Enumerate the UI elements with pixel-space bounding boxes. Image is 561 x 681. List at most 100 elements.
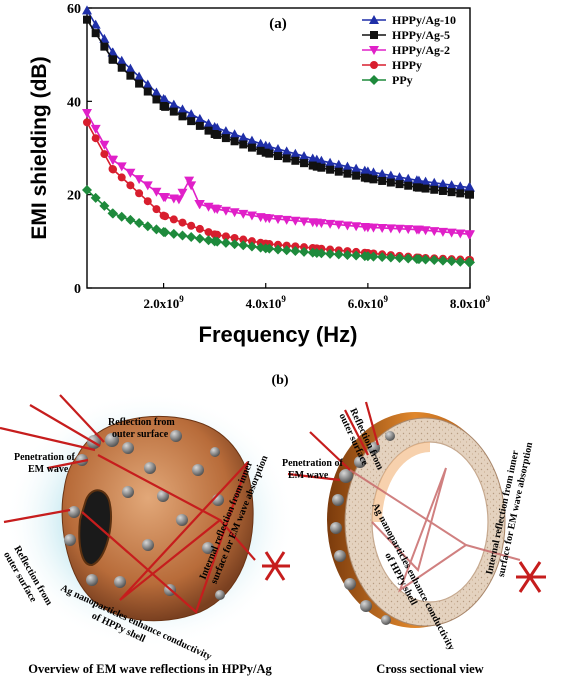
series-marker [447, 188, 456, 197]
series-marker [377, 252, 388, 263]
series-marker [194, 200, 205, 210]
series-marker [161, 212, 170, 221]
series-marker [369, 175, 378, 184]
series-marker [290, 216, 301, 226]
series-marker [90, 192, 101, 203]
legend-label: PPy [392, 73, 413, 87]
series-marker [333, 249, 344, 260]
series-marker [334, 167, 343, 176]
series-marker [299, 246, 310, 257]
series-marker [395, 180, 404, 189]
series-marker [359, 223, 370, 233]
series-marker [404, 181, 413, 190]
series-marker [264, 243, 275, 254]
series-marker [194, 233, 205, 244]
series-marker [186, 181, 197, 191]
x-axis-label: Frequency (Hz) [199, 322, 358, 347]
series-marker [229, 208, 240, 218]
series-marker [429, 255, 440, 266]
series-marker [307, 247, 318, 258]
series-marker [438, 186, 447, 195]
series-marker [307, 218, 318, 228]
series-marker [203, 235, 214, 246]
series-marker [281, 146, 292, 156]
data-point [184, 176, 195, 186]
series-marker [463, 257, 474, 268]
series-marker [152, 205, 161, 214]
series-marker [326, 165, 335, 174]
series-marker [317, 163, 326, 172]
series-marker [411, 175, 422, 185]
series-marker [187, 117, 196, 126]
series-marker [221, 134, 230, 143]
series-marker [394, 172, 405, 182]
data-point [82, 185, 92, 195]
series-marker [272, 215, 283, 225]
series-marker [220, 206, 231, 216]
series-layer [82, 5, 475, 268]
series-marker [351, 163, 362, 173]
series-marker [342, 249, 353, 260]
data-point [83, 15, 91, 24]
x-axis-ticks: 2.0x109 4.0x109 6.0x109 8.0x109 [143, 283, 491, 311]
series-marker [99, 140, 110, 150]
series-marker [255, 242, 266, 253]
series-marker [161, 102, 170, 111]
series-marker [316, 219, 327, 229]
series-marker [238, 240, 249, 251]
series-marker [411, 253, 422, 264]
series-marker [308, 161, 317, 170]
series-marker [195, 224, 204, 233]
series-marker [213, 230, 222, 239]
series-marker [290, 246, 301, 257]
series-hppy-ag-2 [82, 109, 475, 240]
series-marker [91, 29, 100, 38]
hppy-ag-ring [287, 401, 546, 628]
series-marker [108, 208, 119, 219]
series-marker [463, 230, 474, 240]
series-marker [90, 19, 101, 29]
series-marker [299, 151, 310, 161]
series-marker [463, 182, 474, 192]
series-marker [412, 183, 421, 192]
series-marker [108, 47, 119, 57]
series-marker [403, 225, 414, 235]
legend-label: HPPy/Ag-5 [392, 28, 450, 42]
series-marker [420, 254, 431, 265]
series-marker [134, 71, 145, 81]
series-marker [213, 130, 222, 139]
caption-left: Overview of EM wave reflections in HPPy/… [28, 662, 272, 676]
series-marker [169, 215, 178, 224]
series-marker [386, 178, 395, 187]
series-marker [194, 113, 205, 123]
series-marker [90, 124, 101, 134]
series-marker [91, 134, 100, 143]
series-marker [203, 202, 214, 212]
series-marker [160, 227, 171, 238]
series-marker [456, 189, 465, 198]
emi-shielding-chart: (a) EMI shielding (dB) Frequency (Hz) 0 2… [28, 2, 491, 347]
panel-label-b: (b) [271, 373, 288, 388]
caption-right: Cross sectional view [376, 662, 483, 676]
x-tick-label: 4.0x109 [246, 294, 287, 311]
series-marker [430, 185, 439, 194]
series-marker [272, 144, 283, 154]
series-marker [168, 99, 179, 109]
series-marker [281, 215, 292, 225]
series-marker [368, 167, 379, 177]
series-marker [116, 211, 127, 222]
series-marker [377, 223, 388, 233]
series-marker [229, 129, 240, 139]
label-penetration-right: Penetration of EM wave [282, 458, 345, 481]
data-point [312, 162, 321, 171]
series-marker [378, 176, 387, 185]
series-marker [352, 171, 361, 180]
series-marker [177, 230, 188, 241]
y-tick-label: 60 [67, 2, 81, 17]
series-marker [307, 153, 318, 163]
x-tick-label: 6.0x109 [348, 294, 389, 311]
series-marker [256, 146, 265, 155]
hole [78, 489, 112, 566]
series-marker [446, 256, 457, 267]
series-marker [178, 218, 187, 227]
